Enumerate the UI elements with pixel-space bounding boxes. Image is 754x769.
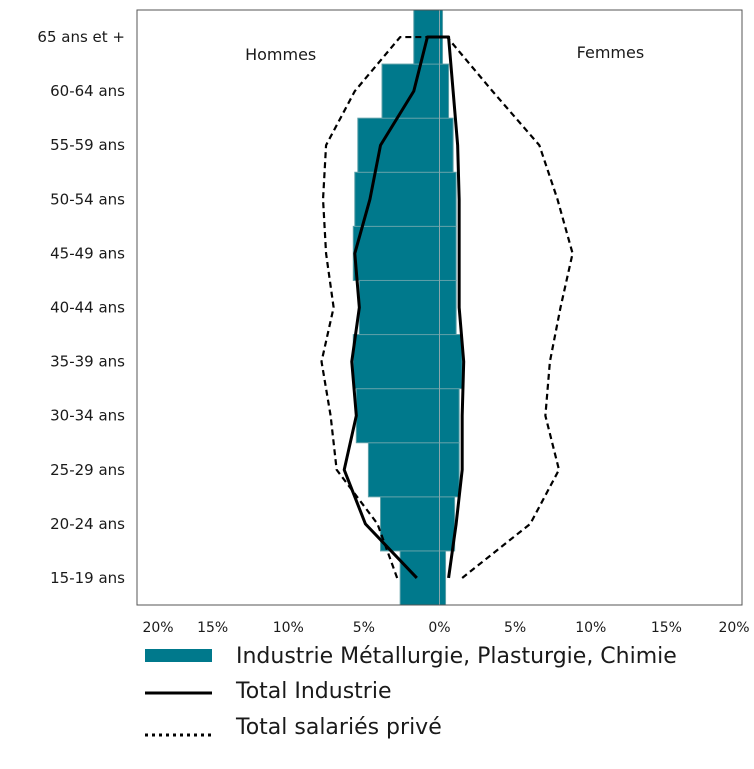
bar-women-0 [439, 550, 447, 606]
bar-women-8 [439, 117, 454, 173]
bar-women-3 [439, 388, 460, 444]
labels-layer: 15-19 ans 20-24 ans 25-29 ans 30-34 ans 35-3… [37, 28, 749, 636]
y-tick-label: 15-19 ans [50, 569, 125, 587]
side-label-femmes: Femmes [577, 43, 645, 62]
x-tick-label: 10% [575, 620, 606, 636]
bar-women-4 [439, 334, 463, 390]
legend-label: Industrie Métallurgie, Plasturgie, Chimi… [236, 644, 677, 669]
bar-women-5 [439, 279, 457, 336]
bar-men-2 [367, 442, 441, 498]
bar-men-0 [399, 550, 440, 606]
bar-women-6 [439, 225, 457, 281]
y-tick-label: 25-29 ans [50, 461, 125, 479]
y-tick-label: 40-44 ans [50, 299, 125, 317]
bar-women-7 [439, 171, 457, 227]
x-tick-label: 0% [428, 620, 450, 636]
bar-men-5 [358, 279, 440, 336]
y-tick-label: 65 ans et + [37, 28, 125, 46]
x-tick-label: 20% [142, 620, 173, 636]
bar-men-6 [352, 225, 441, 281]
x-tick-label: 15% [651, 620, 682, 636]
legend-label: Total salariés privé [235, 715, 442, 740]
x-tick-label: 5% [504, 620, 526, 636]
y-tick-label: 30-34 ans [50, 407, 125, 425]
x-tick-label: 10% [273, 620, 304, 636]
bar-men-7 [354, 171, 440, 227]
bar-men-3 [355, 388, 440, 444]
bar-women-9 [439, 63, 450, 119]
bar-men-4 [352, 334, 441, 390]
y-tick-label: 20-24 ans [50, 515, 125, 533]
y-tick-label: 45-49 ans [50, 244, 125, 262]
bar-men-8 [357, 117, 441, 173]
total-salaries-prive-line [320, 35, 574, 579]
legend-label: Total Industrie [235, 679, 392, 704]
side-label-hommes: Hommes [245, 45, 316, 64]
x-tick-label: 20% [718, 620, 749, 636]
bar-men-9 [381, 63, 440, 119]
plot-frame [136, 9, 743, 606]
bar-women-2 [439, 442, 460, 498]
legend-swatch-bar [145, 649, 212, 662]
y-tick-label: 50-54 ans [50, 190, 125, 208]
legend-layer: Industrie Métallurgie, Plasturgie, Chimi… [145, 644, 677, 740]
bar-men-1 [380, 496, 441, 552]
y-tick-label: 35-39 ans [50, 353, 125, 371]
y-tick-label: 60-64 ans [50, 82, 125, 100]
y-tick-label: 55-59 ans [50, 136, 125, 154]
lines-layer [320, 35, 574, 579]
x-tick-label: 15% [197, 620, 228, 636]
frame-layer [136, 9, 743, 606]
x-tick-label: 5% [353, 620, 375, 636]
